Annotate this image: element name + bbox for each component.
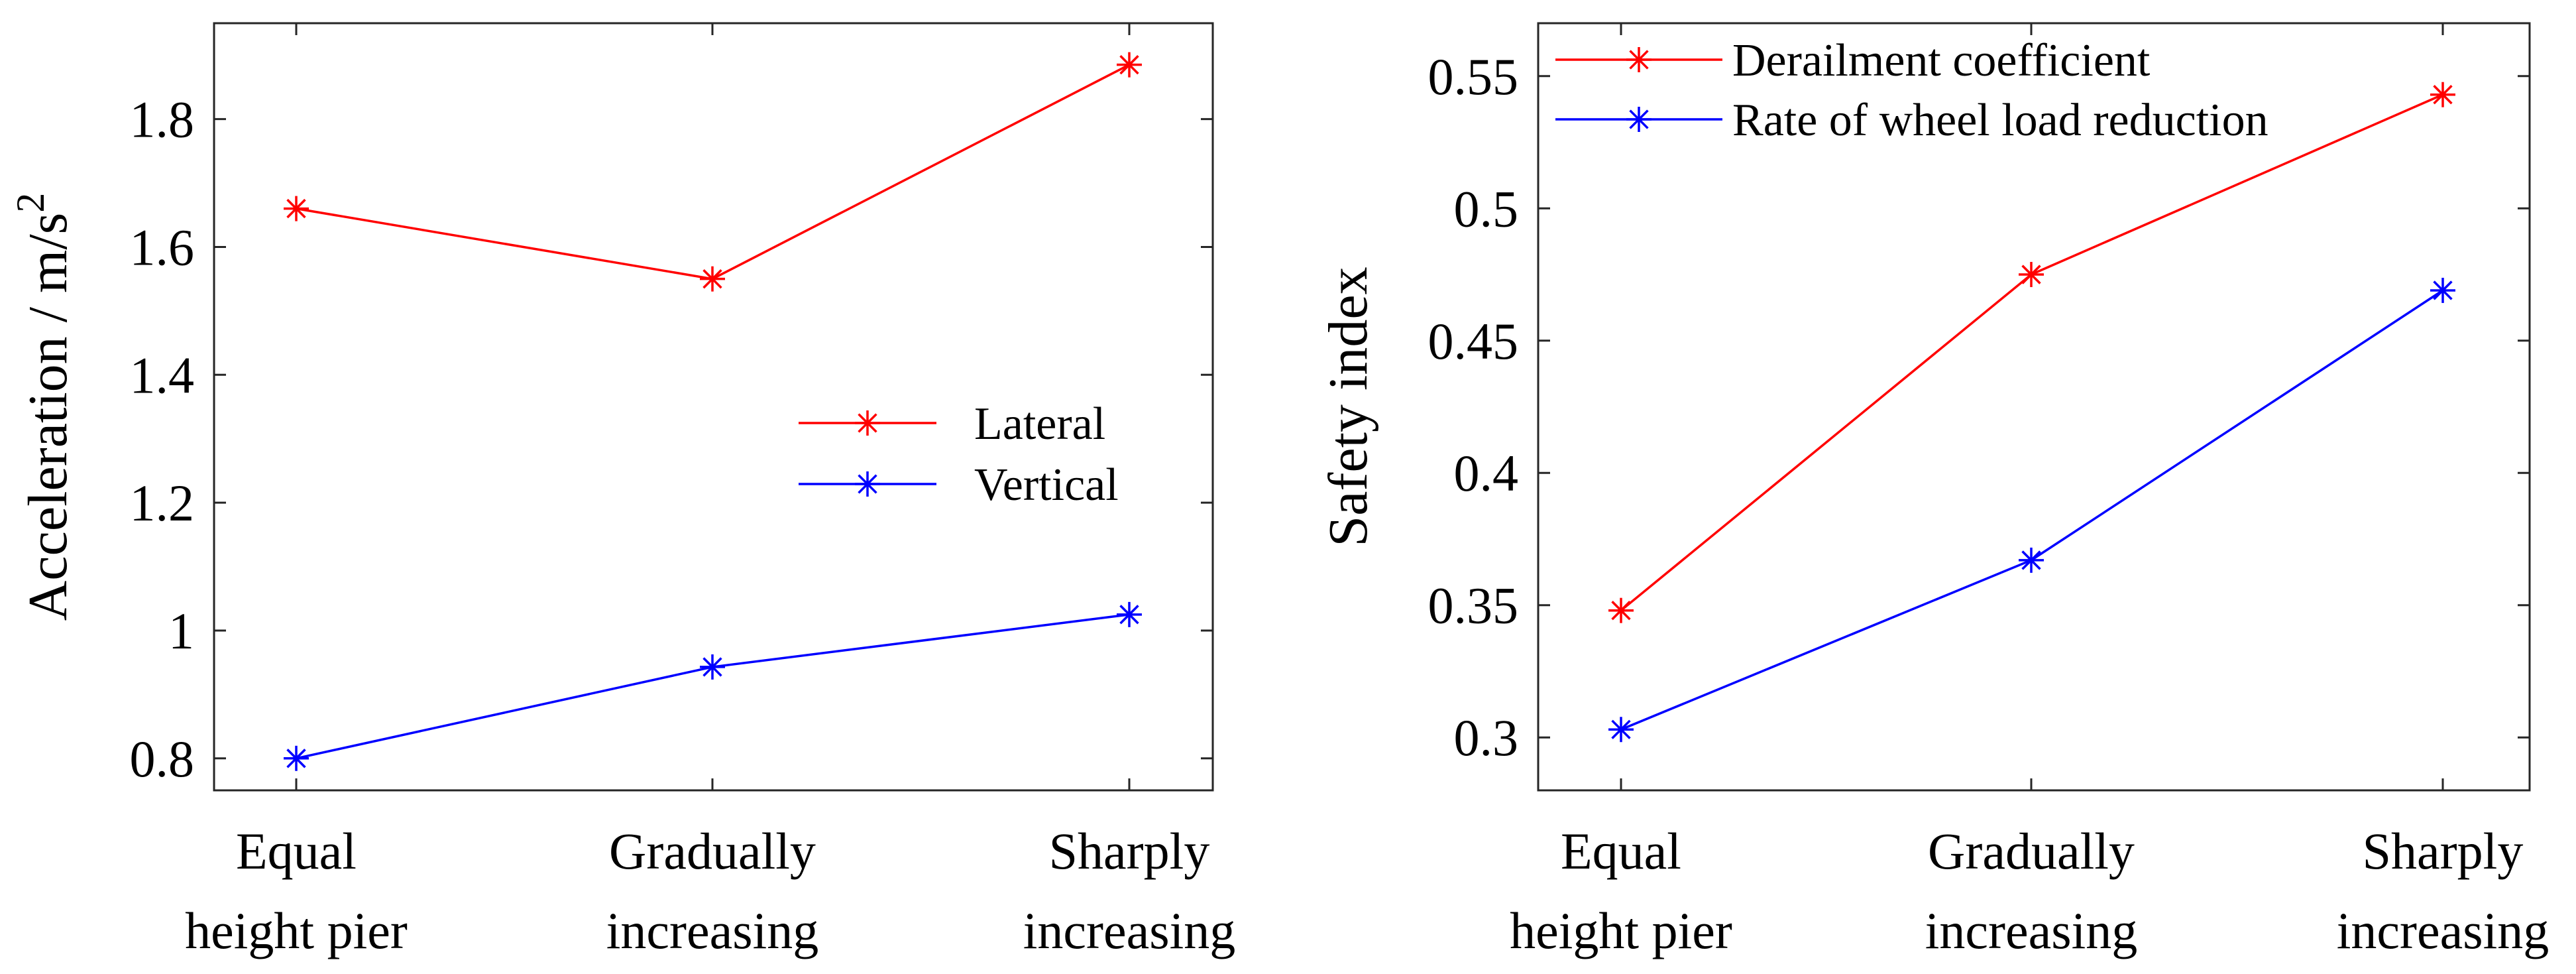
legend-label: Vertical	[974, 459, 1119, 511]
legend-marker	[1626, 107, 1652, 132]
x-category-label: Sharply	[2363, 822, 2524, 880]
data-point-marker	[1117, 52, 1142, 78]
data-point-marker	[700, 266, 725, 292]
x-category-label: Equal	[236, 822, 357, 880]
legend-entry: Rate of wheel load reduction	[1555, 95, 2268, 146]
x-category-label: height pier	[185, 902, 408, 959]
y-tick-label: 1.6	[130, 218, 195, 276]
y-tick-label: 1.8	[130, 91, 195, 149]
y-axis-label: Acceleration / m/s2	[9, 193, 79, 621]
data-point-marker	[700, 654, 725, 680]
series-line	[296, 613, 1130, 760]
y-tick-label: 0.5	[1454, 180, 1519, 237]
data-point-marker	[284, 745, 309, 771]
x-category-label: Sharply	[1049, 822, 1210, 880]
y-tick-label: 0.45	[1428, 312, 1519, 370]
y-tick-label: 0.55	[1428, 48, 1519, 105]
data-point-marker	[1608, 717, 1634, 743]
y-tick-label: 0.8	[130, 730, 195, 788]
x-category-label: increasing	[606, 902, 819, 959]
series-rate-of-wheel-load-reduction	[1608, 277, 2455, 743]
y-tick-label: 0.4	[1454, 444, 1519, 502]
x-category-label: Equal	[1561, 822, 1681, 880]
legend-entry: Vertical	[799, 459, 1119, 511]
data-point-marker	[284, 196, 309, 221]
legend-marker	[1626, 47, 1652, 72]
y-tick-label: 1.4	[130, 346, 195, 404]
series-vertical	[284, 601, 1142, 771]
data-point-marker	[2019, 262, 2044, 288]
data-point-marker	[2430, 82, 2455, 107]
x-category-label: increasing	[1023, 902, 1236, 959]
series-line	[296, 64, 1130, 280]
legend-label: Lateral	[974, 398, 1105, 450]
y-tick-label: 1.2	[130, 474, 195, 532]
y-axis-label-text: Acceleration / m/s	[17, 213, 79, 621]
y-tick-label: 0.35	[1428, 577, 1519, 635]
data-point-marker	[2430, 277, 2455, 303]
y-axis-label: Safety index	[1317, 267, 1379, 546]
x-category-label: increasing	[1925, 902, 2138, 959]
x-category-label: Gradually	[609, 822, 816, 880]
legend-entry: Lateral	[799, 398, 1105, 450]
legend-marker	[855, 471, 880, 497]
legend-label: Derailment coefficient	[1732, 35, 2151, 86]
legend-label: Rate of wheel load reduction	[1732, 95, 2268, 146]
x-category-label: Gradually	[1928, 822, 2135, 880]
legend-marker	[855, 410, 880, 436]
series-derailment-coefficient	[1608, 82, 2455, 623]
series-line	[1620, 93, 2443, 612]
chart-1: 0.8 1 1.2 1.4 1.6 1.8 Equal height pier Graduall…	[9, 22, 1236, 959]
data-point-marker	[1117, 601, 1142, 627]
series-lateral	[284, 52, 1142, 292]
y-axis-label-superscript: 2	[9, 193, 52, 213]
chart-2: 0.3 0.35 0.4 0.45 0.5 0.55 Equal height pier Gra…	[1317, 22, 2549, 959]
y-tick-label: 1	[168, 602, 194, 660]
data-point-marker	[1608, 597, 1634, 623]
legend-entry: Derailment coefficient	[1555, 35, 2151, 86]
x-category-label: height pier	[1510, 902, 1732, 959]
y-tick-label: 0.3	[1454, 709, 1519, 766]
x-category-label: increasing	[2337, 902, 2549, 959]
plot-area-frame	[1537, 22, 2531, 792]
data-point-marker	[2019, 547, 2044, 573]
y-axis-label-text: Safety index	[1317, 267, 1379, 546]
